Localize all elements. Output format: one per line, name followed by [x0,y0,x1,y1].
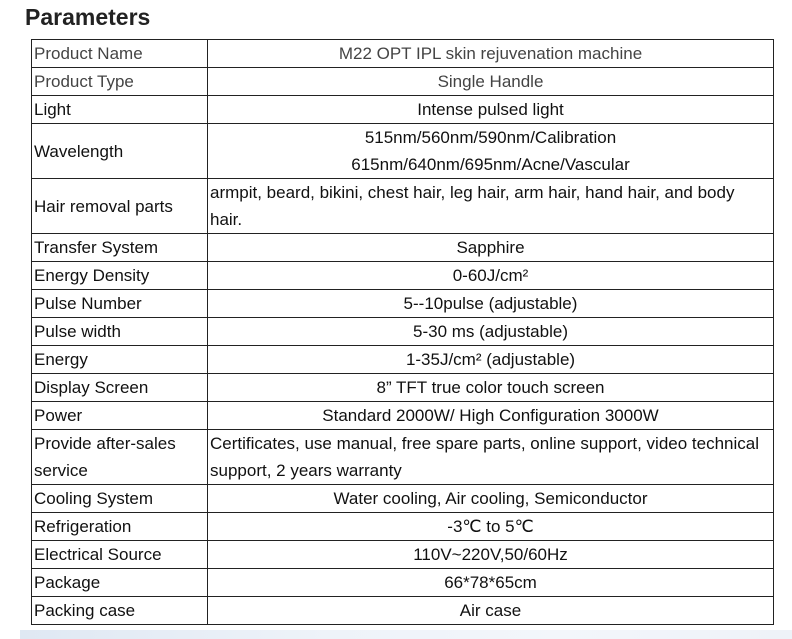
param-value: Intense pulsed light [207,95,774,124]
param-label: Energy Density [31,261,208,290]
table-row: Product Type Single Handle [31,67,774,96]
param-value: 5--10pulse (adjustable) [207,289,774,318]
table-row: Wavelength 515nm/560nm/590nm/Calibration 6… [31,123,774,179]
param-label: Product Type [31,67,208,96]
param-value: Air case [207,596,774,625]
table-row: Packing case Air case [31,596,774,625]
table-row: Energy 1-35J/cm² (adjustable) [31,345,774,374]
parameters-table: Product Name M22 OPT IPL skin rejuvenatio… [31,39,774,625]
footer-band [20,630,792,639]
param-value: Single Handle [207,67,774,96]
param-label: Power [31,401,208,430]
table-row: Refrigeration -3℃ to 5℃ [31,512,774,541]
param-label: Packing case [31,596,208,625]
table-row: Hair removal parts armpit, beard, bikini,… [31,178,774,234]
param-label: Hair removal parts [31,178,208,234]
param-value: 5-30 ms (adjustable) [207,317,774,346]
value-line: 515nm/560nm/590nm/Calibration [364,128,617,147]
param-value: Certificates, use manual, free spare par… [207,429,774,485]
param-value: 110V~220V,50/60Hz [207,540,774,569]
param-label: Cooling System [31,484,208,513]
param-label: Display Screen [31,373,208,402]
param-label: Refrigeration [31,512,208,541]
param-label: Package [31,568,208,597]
param-value: 8” TFT true color touch screen [207,373,774,402]
param-value: armpit, beard, bikini, chest hair, leg h… [207,178,774,234]
table-row: Energy Density 0-60J/cm² [31,261,774,290]
section-title: Parameters [25,4,151,30]
table-row: Pulse Number 5--10pulse (adjustable) [31,289,774,318]
param-value: Sapphire [207,233,774,262]
param-label: Light [31,95,208,124]
param-label: Wavelength [31,123,208,179]
param-value: 1-35J/cm² (adjustable) [207,345,774,374]
param-value: 515nm/560nm/590nm/Calibration 615nm/640nm… [207,123,774,179]
param-label: Electrical Source [31,540,208,569]
table-row: Package 66*78*65cm [31,568,774,597]
table-row: Product Name M22 OPT IPL skin rejuvenatio… [31,39,774,68]
param-value: 0-60J/cm² [207,261,774,290]
param-label: Pulse Number [31,289,208,318]
table-row: Electrical Source 110V~220V,50/60Hz [31,540,774,569]
param-label: Transfer System [31,233,208,262]
param-label: Product Name [31,39,208,68]
param-value: Water cooling, Air cooling, Semiconducto… [207,484,774,513]
table-row: Power Standard 2000W/ High Configuration … [31,401,774,430]
param-label: Pulse width [31,317,208,346]
table-row: Pulse width 5-30 ms (adjustable) [31,317,774,346]
table-row: Provide after-sales service Certificates,… [31,429,774,485]
table-row: Cooling System Water cooling, Air cooling… [31,484,774,513]
param-label: Energy [31,345,208,374]
param-value: -3℃ to 5℃ [207,512,774,541]
param-value: Standard 2000W/ High Configuration 3000W [207,401,774,430]
table-row: Display Screen 8” TFT true color touch sc… [31,373,774,402]
table-row: Light Intense pulsed light [31,95,774,124]
param-value: 66*78*65cm [207,568,774,597]
param-value: M22 OPT IPL skin rejuvenation machine [207,39,774,68]
table-row: Transfer System Sapphire [31,233,774,262]
param-label: Provide after-sales service [31,429,208,485]
value-line: 615nm/640nm/695nm/Acne/Vascular [351,155,630,174]
